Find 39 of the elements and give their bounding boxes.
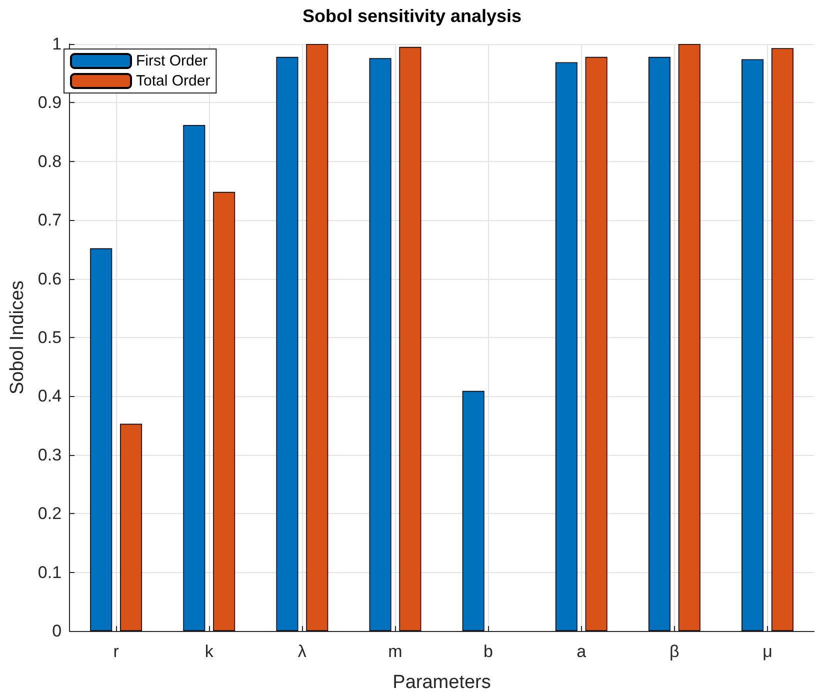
y-tick-label: 0.6: [38, 269, 62, 288]
y-tick-label: 0: [52, 622, 62, 640]
x-tick-label: a: [576, 642, 587, 661]
y-tick-label: 0.7: [38, 210, 62, 230]
bar: [771, 48, 794, 631]
x-tick-label: β: [670, 642, 680, 661]
bar: [742, 59, 764, 631]
bar: [678, 44, 700, 631]
x-tick-label: r: [113, 642, 120, 661]
bar: [276, 56, 298, 631]
x-tick-label: b: [484, 642, 494, 661]
bar: [555, 62, 578, 631]
x-tick-label: μ: [762, 642, 772, 661]
x-tick-label: k: [204, 642, 214, 661]
bar: [585, 56, 608, 631]
y-tick-label: 0.5: [38, 328, 62, 347]
bar: [90, 248, 112, 631]
y-tick-label: 1: [52, 34, 62, 54]
y-tick-label: 0.8: [38, 152, 62, 171]
y-axis-title: Sobol Indices: [7, 280, 28, 395]
y-tick-label: 0.9: [38, 93, 62, 112]
y-tick-label: 0.3: [38, 445, 62, 464]
bar: [369, 58, 392, 631]
x-axis-title: Parameters: [392, 672, 491, 693]
bar: [648, 56, 670, 631]
chart-title: Sobol sensitivity analysis: [302, 6, 522, 26]
x-tick-label: m: [388, 642, 402, 661]
y-tick-label: 0.4: [38, 386, 62, 406]
legend-label: First Order: [136, 52, 208, 70]
bar: [399, 46, 422, 631]
x-tick-label: λ: [298, 642, 307, 661]
bar: [306, 44, 328, 631]
legend-label: Total Order: [136, 72, 210, 90]
bar: [183, 125, 206, 631]
bar: [213, 192, 236, 631]
y-tick-label: 0.2: [38, 504, 62, 524]
y-tick-label: 0.1: [38, 562, 62, 582]
bar: [120, 424, 142, 631]
bar: [462, 390, 484, 631]
